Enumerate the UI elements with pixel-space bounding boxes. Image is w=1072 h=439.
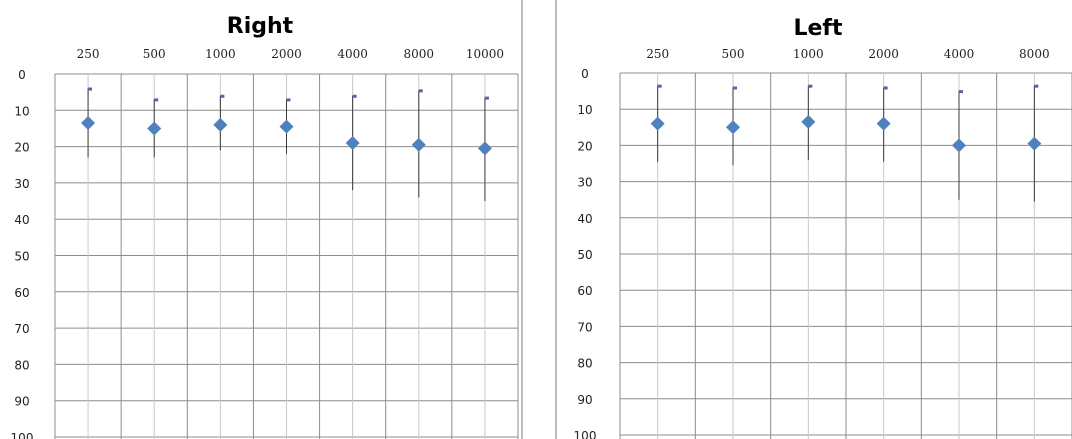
y-tick-label: 0 (18, 68, 26, 82)
error-bar-cap (154, 98, 159, 102)
error-bar-cap (418, 89, 423, 93)
x-tick-label: 8000 (404, 47, 435, 61)
x-tick-label: 4000 (337, 47, 368, 61)
y-tick-label: 90 (14, 395, 29, 409)
x-tick-label: 10000 (466, 47, 504, 61)
y-tick-label: 40 (14, 213, 29, 227)
data-point-marker (952, 138, 966, 153)
data-point-marker (650, 116, 665, 131)
x-tick-label: 1000 (205, 47, 236, 61)
y-tick-label: 80 (14, 358, 29, 372)
error-bar-cap (959, 90, 963, 94)
error-bar-cap (657, 84, 662, 88)
right-ear-chart: Right 0 10 20 30 40 50 60 70 80 90 100 250 500 1000 200… (11, 14, 519, 439)
x-tick-label: 250 (646, 47, 669, 61)
chart-title: Left (793, 16, 843, 41)
data-point-marker (279, 119, 294, 134)
x-tick-label: 500 (143, 47, 166, 61)
y-tick-label: 20 (14, 141, 29, 155)
y-tick-label: 0 (581, 67, 589, 81)
y-tick-label: 50 (14, 250, 29, 264)
left-ear-chart: Left 0 10 20 30 40 50 60 70 80 90 100 250 500 1000 2000… (574, 16, 1072, 439)
data-point-marker (81, 116, 96, 131)
error-bar-cap (286, 98, 291, 102)
x-tick-label: 8000 (1019, 47, 1050, 61)
data-point-marker (477, 141, 492, 156)
y-tick-label: 60 (577, 284, 592, 298)
data-point-marker (411, 137, 426, 152)
chart-title: Right (227, 14, 294, 39)
x-tick-label: 1000 (793, 47, 824, 61)
y-tick-label: 50 (577, 248, 592, 262)
x-tick-label: 500 (722, 47, 745, 61)
y-tick-label: 70 (577, 320, 592, 334)
y-tick-label: 30 (577, 176, 592, 190)
error-bar-cap (733, 86, 737, 90)
y-tick-label: 90 (577, 393, 592, 407)
y-tick-label: 40 (577, 212, 592, 226)
data-point-marker (1027, 136, 1042, 151)
error-bar-cap (352, 94, 357, 98)
y-tick-label: 100 (574, 429, 597, 439)
y-tick-label: 80 (577, 357, 592, 371)
error-bar-cap (220, 94, 225, 98)
x-tick-label: 2000 (868, 47, 899, 61)
y-tick-label: 70 (14, 322, 29, 336)
error-bar-cap (883, 86, 888, 90)
x-tick-label: 4000 (944, 47, 975, 61)
y-tick-label: 30 (14, 177, 29, 191)
error-bar-cap (808, 84, 813, 88)
error-bar-cap (88, 87, 93, 91)
x-tick-label: 250 (77, 47, 100, 61)
data-point-marker (213, 117, 228, 132)
y-tick-label: 100 (11, 431, 34, 439)
data-point-marker (876, 116, 891, 131)
x-tick-label: 2000 (271, 47, 302, 61)
y-tick-label: 10 (577, 103, 592, 117)
data-point-marker (147, 121, 162, 136)
data-point-marker (726, 120, 740, 135)
error-bar-cap (484, 96, 489, 100)
y-tick-label: 10 (14, 104, 29, 118)
y-tick-label: 20 (577, 139, 592, 153)
y-tick-label: 60 (14, 286, 29, 300)
error-bar-cap (1034, 84, 1039, 88)
data-point-marker (801, 114, 816, 129)
data-point-marker (345, 135, 360, 150)
